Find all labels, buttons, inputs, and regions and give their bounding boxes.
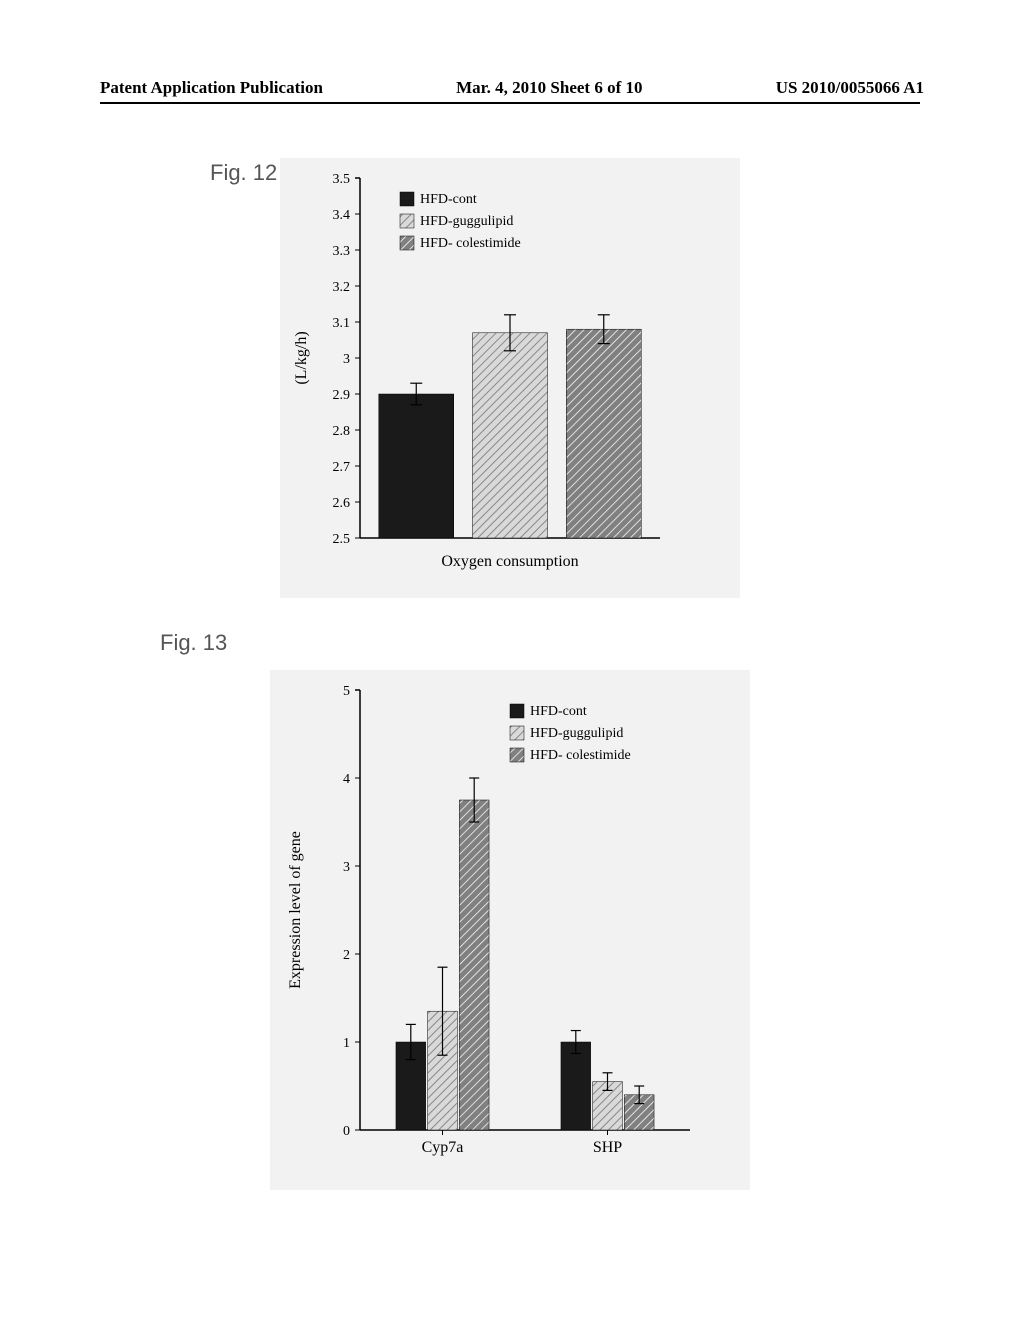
svg-text:3: 3: [343, 352, 350, 367]
svg-text:2.9: 2.9: [333, 388, 351, 403]
svg-text:2.5: 2.5: [333, 532, 351, 547]
figure-12-label: Fig. 12: [210, 160, 277, 186]
svg-text:2.7: 2.7: [333, 460, 351, 475]
figure-13-chart: 0 1 2 3 4 5 Cyp7a SHP Expression level of gene HF…: [270, 670, 750, 1190]
header-right: US 2010/0055066 A1: [776, 78, 924, 98]
svg-text:HFD-guggulipid: HFD-guggulipid: [420, 214, 513, 229]
figure-13-svg: 0 1 2 3 4 5 Cyp7a SHP Expression level of gene HF…: [270, 670, 750, 1190]
header-rule: [100, 102, 920, 104]
svg-text:0: 0: [343, 1124, 350, 1139]
page-header: Patent Application Publication Mar. 4, 2…: [0, 78, 1024, 98]
svg-text:3.4: 3.4: [333, 208, 351, 223]
figure-12-chart: 2.5 2.6 2.7 2.8 2.9 3 3.1 3.2 3.3 3.4 3.5 (L/kg/h) O…: [280, 158, 740, 598]
svg-text:3.1: 3.1: [333, 316, 351, 331]
svg-text:HFD- colestimide: HFD- colestimide: [420, 236, 521, 251]
svg-text:(L/kg/h): (L/kg/h): [293, 331, 310, 384]
header-left: Patent Application Publication: [100, 78, 323, 98]
figure-12-svg: 2.5 2.6 2.7 2.8 2.9 3 3.1 3.2 3.3 3.4 3.5 (L/kg/h) O…: [280, 158, 740, 598]
svg-text:3.5: 3.5: [333, 172, 351, 187]
svg-text:3: 3: [343, 860, 350, 875]
svg-text:HFD-cont: HFD-cont: [420, 192, 477, 207]
header-center: Mar. 4, 2010 Sheet 6 of 10: [456, 78, 642, 98]
svg-text:2.6: 2.6: [333, 496, 351, 511]
svg-text:1: 1: [343, 1036, 350, 1051]
svg-text:HFD-cont: HFD-cont: [530, 704, 587, 719]
svg-text:Cyp7a: Cyp7a: [422, 1139, 464, 1156]
svg-text:3.3: 3.3: [333, 244, 351, 259]
svg-text:HFD-guggulipid: HFD-guggulipid: [530, 726, 623, 741]
page: Patent Application Publication Mar. 4, 2…: [0, 0, 1024, 1320]
svg-text:3.2: 3.2: [333, 280, 351, 295]
svg-text:Oxygen consumption: Oxygen consumption: [441, 553, 578, 570]
svg-text:Expression level of gene: Expression level of gene: [287, 831, 304, 989]
svg-text:2.8: 2.8: [333, 424, 351, 439]
svg-text:HFD- colestimide: HFD- colestimide: [530, 748, 631, 763]
svg-text:4: 4: [343, 772, 350, 787]
svg-text:5: 5: [343, 684, 350, 699]
svg-text:2: 2: [343, 948, 350, 963]
svg-text:SHP: SHP: [593, 1139, 622, 1156]
figure-13-label: Fig. 13: [160, 630, 227, 656]
